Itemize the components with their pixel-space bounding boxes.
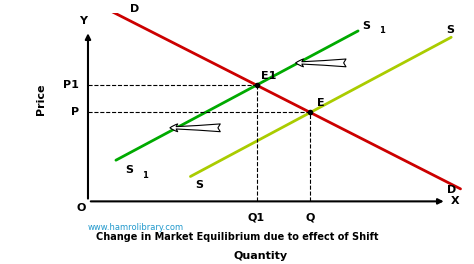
Text: D: D [447, 185, 456, 195]
Text: Change in Market Equilibrium due to effect of Shift: Change in Market Equilibrium due to effe… [96, 232, 378, 242]
Text: Y: Y [79, 16, 87, 26]
Text: E: E [317, 98, 325, 108]
Text: O: O [76, 203, 86, 213]
Text: P1: P1 [63, 80, 79, 90]
Text: S: S [195, 180, 203, 190]
Text: Q1: Q1 [248, 212, 265, 222]
Text: S: S [125, 165, 133, 175]
Text: P: P [71, 107, 79, 117]
Text: S: S [447, 25, 455, 35]
Text: Quantity: Quantity [233, 251, 287, 261]
Text: D: D [130, 4, 139, 14]
Text: X: X [451, 196, 460, 206]
Text: Price: Price [36, 83, 46, 115]
Text: E1: E1 [261, 71, 276, 81]
Text: Q: Q [306, 212, 315, 222]
Text: 1: 1 [142, 171, 147, 180]
Text: 1: 1 [379, 26, 385, 35]
Text: www.hamrolibrary.com: www.hamrolibrary.com [88, 223, 184, 232]
Text: S: S [363, 21, 371, 31]
